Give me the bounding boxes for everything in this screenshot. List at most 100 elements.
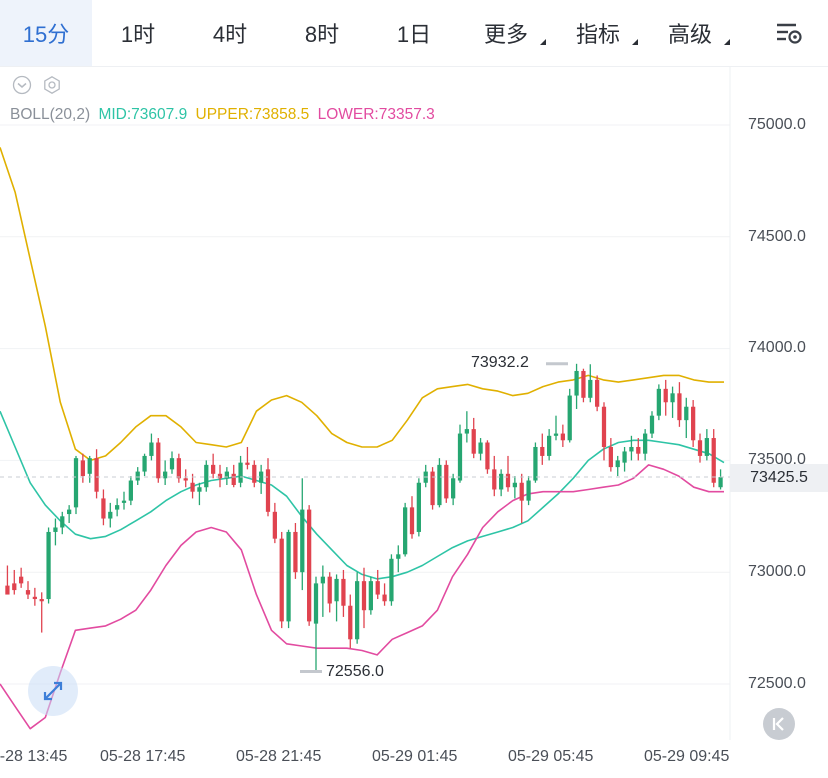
candle-up: [416, 482, 421, 532]
candle-down: [711, 438, 716, 483]
candle-up: [204, 464, 209, 488]
candle-up: [259, 471, 264, 483]
boll-upper-line: [0, 147, 724, 462]
candle-up: [526, 480, 531, 501]
candle-down: [519, 482, 524, 501]
candle-down: [80, 460, 85, 477]
tab-more[interactable]: 更多: [460, 0, 552, 66]
candle-up: [499, 473, 504, 490]
collapse-chevron-icon[interactable]: [12, 75, 32, 95]
tab-4h[interactable]: 4时: [184, 0, 276, 66]
candle-up: [53, 527, 58, 532]
candle-up: [396, 554, 401, 559]
tab-advanced[interactable]: 高级: [644, 0, 736, 66]
candle-up: [286, 531, 291, 622]
candle-down: [211, 464, 216, 474]
tab-label: 8时: [304, 22, 340, 47]
chart-settings-icon[interactable]: [774, 18, 804, 48]
candle-down: [25, 590, 31, 595]
candle-down: [540, 446, 545, 456]
candle-up: [670, 393, 675, 403]
x-tick-label: 05-28 13:45: [0, 748, 68, 765]
dropdown-triangle-icon: [540, 39, 546, 45]
x-tick-label: 05-29 09:45: [644, 748, 730, 765]
tab-label: 更多: [483, 22, 528, 47]
candle-down: [183, 478, 188, 481]
low-price-label: 72556.0: [326, 663, 384, 680]
current-price-tag: 73425.5: [730, 464, 828, 492]
candle-up: [121, 500, 127, 503]
candle-down: [444, 464, 449, 499]
candle-up: [533, 446, 538, 481]
candle-down: [245, 462, 250, 465]
timeframe-toolbar: 15分 1时 4时 8时 1日 更多 指标 高级: [0, 0, 828, 67]
candle-up: [622, 451, 627, 463]
boll-mid-line: [0, 410, 725, 580]
candle-up: [451, 478, 456, 499]
candle-down: [190, 482, 195, 492]
candle-up: [87, 458, 92, 474]
tab-15m[interactable]: 15分: [0, 0, 92, 66]
boll-name: BOLL(20,2): [10, 106, 91, 123]
candle-down: [176, 458, 181, 479]
candle-down: [361, 581, 367, 611]
candle-up: [300, 509, 305, 573]
candle-up: [238, 462, 243, 483]
tab-1d[interactable]: 1日: [368, 0, 460, 66]
candle-down: [375, 581, 380, 595]
boll-legend: BOLL(20,2) MID:73607.9 UPPER:73858.5 LOW…: [10, 106, 439, 124]
candle-up: [355, 581, 360, 640]
candle-up: [163, 471, 168, 479]
candle-down: [608, 446, 613, 468]
candle-up: [684, 406, 689, 421]
scroll-to-latest-button[interactable]: [763, 708, 795, 740]
tab-label: 高级: [667, 22, 712, 47]
candle-down: [430, 471, 435, 506]
candlestick-chart[interactable]: [0, 66, 828, 740]
candle-up: [547, 435, 552, 456]
expand-arrows-icon: [43, 681, 63, 701]
tab-indicators[interactable]: 指标: [552, 0, 644, 66]
candle-up: [320, 576, 325, 584]
candle-up: [403, 507, 408, 555]
candle-up: [437, 464, 442, 506]
candle-up: [108, 511, 113, 519]
candle-down: [293, 531, 298, 573]
candle-up: [389, 558, 394, 602]
boll-upper-value: UPPER:73858.5: [195, 106, 310, 123]
candle-down: [505, 473, 511, 488]
candle-up: [128, 480, 133, 501]
candle-down: [348, 605, 353, 640]
expand-button[interactable]: [28, 666, 78, 716]
tab-label: 4时: [212, 22, 248, 47]
tab-1h[interactable]: 1时: [92, 0, 184, 66]
indicator-settings-icon[interactable]: [42, 75, 62, 95]
candle-up: [656, 388, 661, 416]
candle-up: [457, 433, 463, 481]
candle-up: [718, 477, 723, 488]
y-tick-label: 74500.0: [748, 228, 806, 245]
candle-up: [135, 471, 140, 481]
tab-label: 15分: [22, 22, 70, 47]
indicator-controls: [12, 75, 62, 95]
candle-up: [629, 446, 634, 452]
candle-down: [217, 473, 223, 479]
tab-label: 1日: [396, 22, 432, 47]
candle-down: [560, 433, 565, 441]
candle-up: [574, 370, 579, 396]
candle-down: [697, 440, 703, 456]
candle-up: [615, 460, 620, 468]
candle-up: [649, 415, 655, 434]
tab-8h[interactable]: 8时: [276, 0, 368, 66]
candle-down: [5, 585, 10, 595]
candle-down: [94, 458, 99, 492]
y-tick-label: 74000.0: [748, 339, 806, 356]
candle-down: [32, 596, 37, 600]
x-tick-label: 05-28 17:45: [100, 748, 186, 765]
candle-up: [334, 578, 339, 602]
y-tick-label: 72500.0: [748, 675, 806, 692]
candle-down: [327, 576, 332, 604]
candle-down: [39, 599, 44, 602]
candle-down: [409, 507, 415, 535]
candle-down: [101, 498, 106, 519]
